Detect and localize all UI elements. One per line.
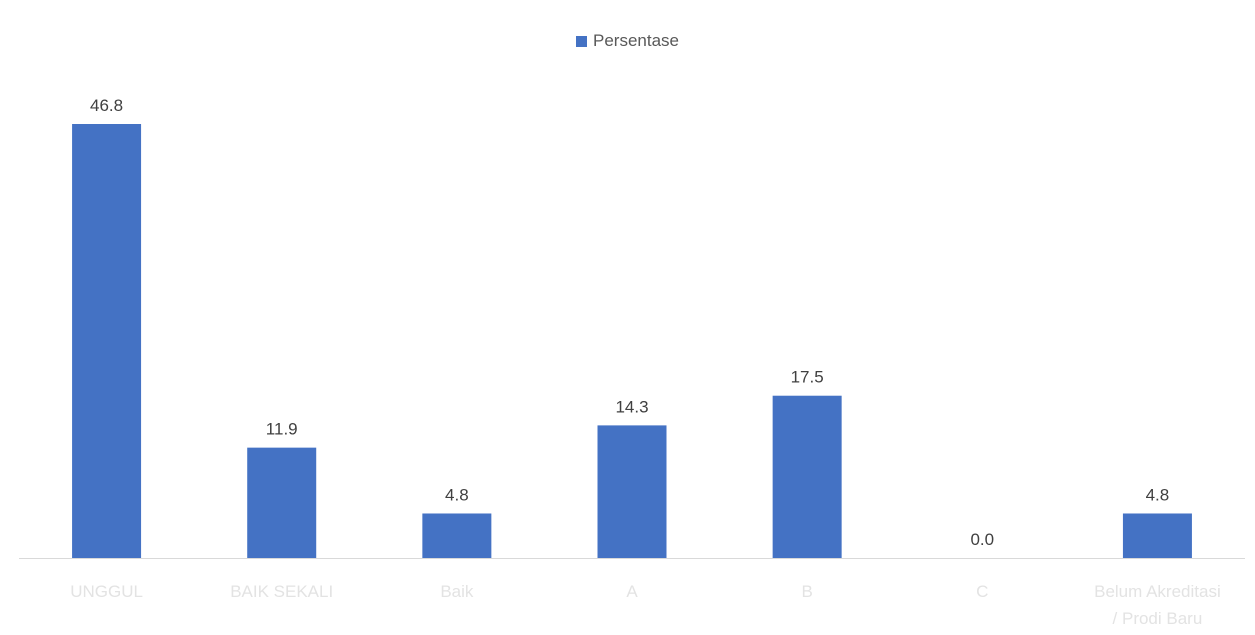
bar-4 — [772, 395, 842, 558]
category-label-6-line-0: Belum Akreditasi — [1094, 582, 1221, 601]
category-label-3: A — [626, 582, 638, 601]
category-label-4: B — [801, 582, 812, 601]
category-label-2: Baik — [440, 582, 474, 601]
bar-2 — [422, 513, 492, 558]
data-label-1: 11.9 — [266, 420, 298, 439]
data-label-4: 17.5 — [791, 368, 824, 387]
bar-3 — [597, 425, 667, 558]
category-label-1: BAIK SEKALI — [230, 582, 333, 601]
data-label-6: 4.8 — [1146, 485, 1170, 504]
bar-0 — [72, 124, 142, 558]
legend-label: Persentase — [593, 31, 679, 50]
category-label-6-line-1: / Prodi Baru — [1113, 609, 1203, 628]
legend-swatch — [576, 35, 587, 47]
data-label-3: 14.3 — [615, 397, 648, 416]
data-label-0: 46.8 — [90, 96, 123, 115]
category-label-5: C — [976, 582, 988, 601]
data-label-2: 4.8 — [445, 485, 469, 504]
bar-6 — [1122, 513, 1192, 558]
legend: Persentase — [0, 31, 1255, 51]
category-label-0: UNGGUL — [70, 582, 143, 601]
bar-1 — [247, 447, 317, 558]
data-label-5: 0.0 — [970, 530, 994, 549]
